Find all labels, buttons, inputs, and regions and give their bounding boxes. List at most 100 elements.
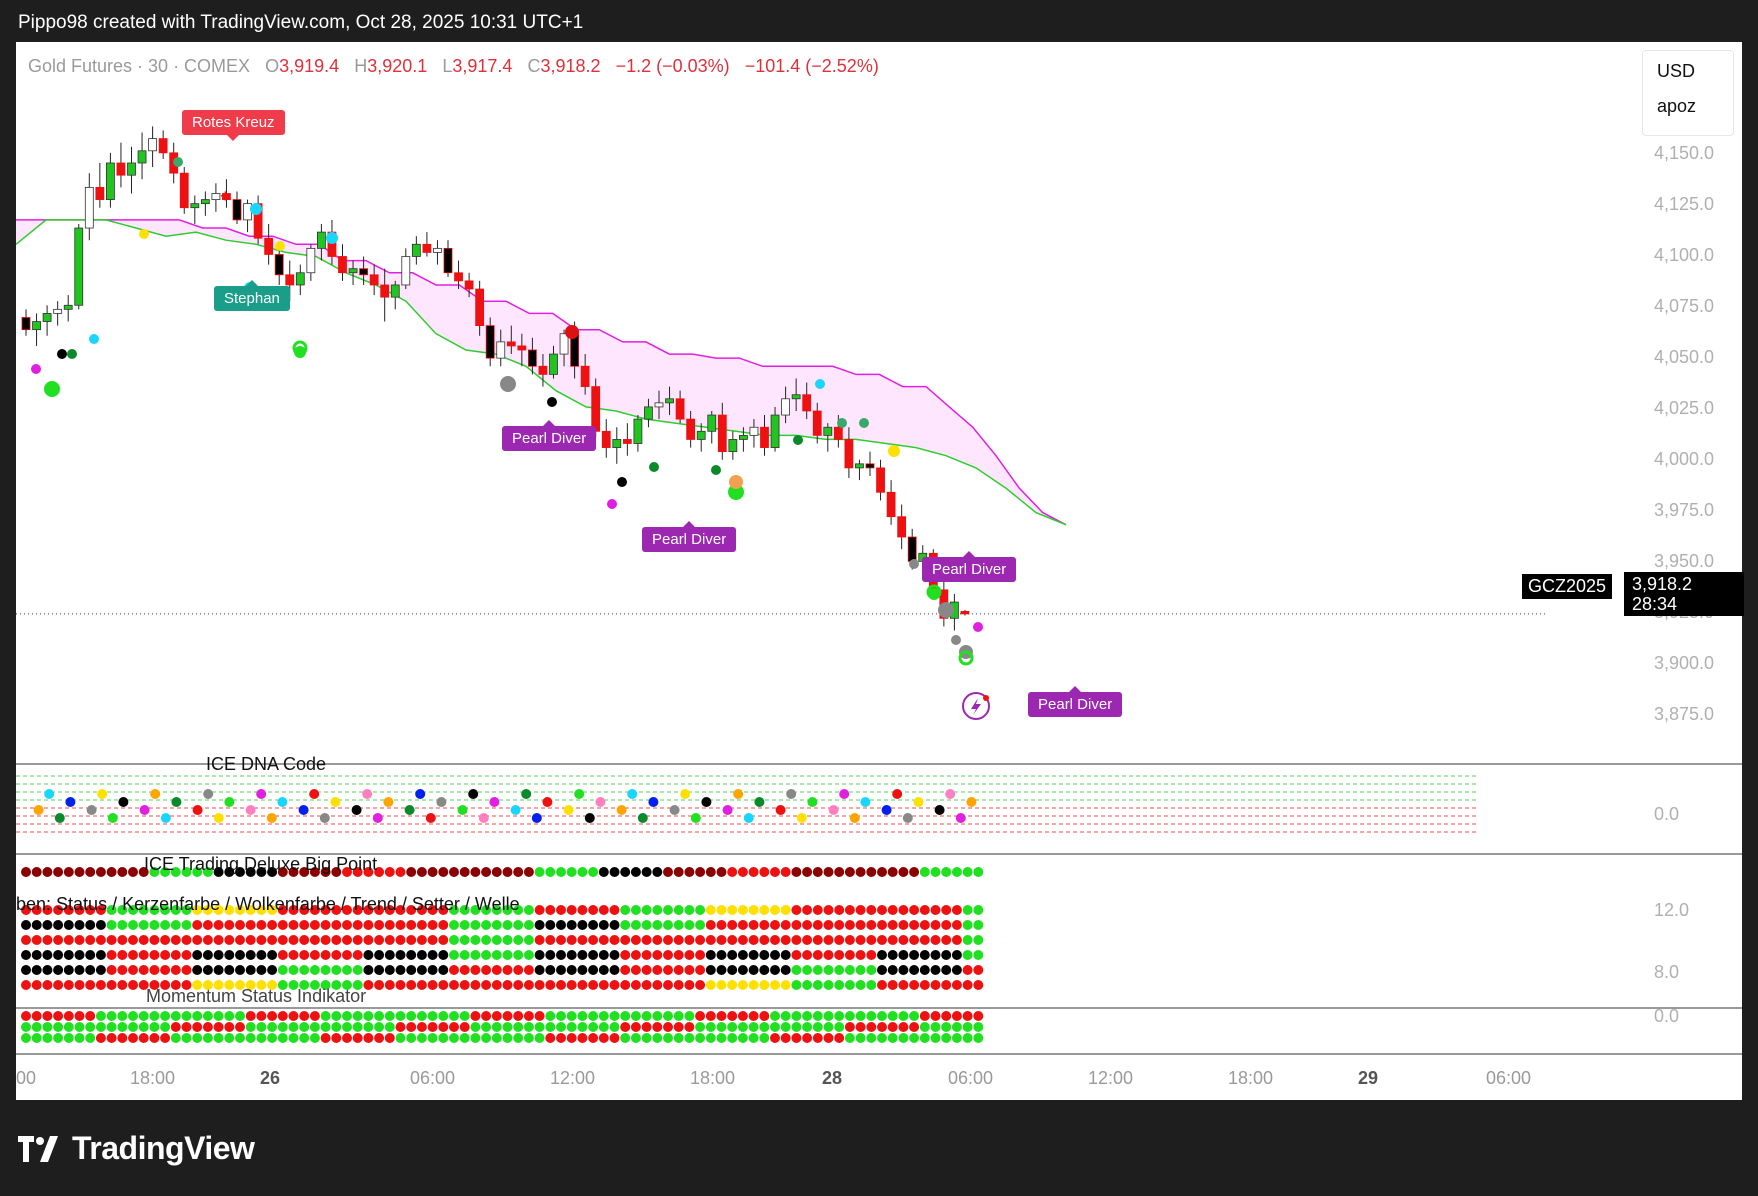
big-point-dot <box>737 867 748 877</box>
momentum-dot <box>416 1033 427 1043</box>
badge-pearl-diver-2: Pearl Diver <box>642 521 737 552</box>
status-dot <box>363 905 374 915</box>
candle-down <box>717 414 727 453</box>
momentum-dot <box>577 1033 588 1043</box>
chart-frame[interactable]: + Gold Futures · 30 · COMEX O3,919.4 H3,… <box>16 42 1742 1100</box>
dna-dot <box>33 805 44 815</box>
time-axis-label: 29 <box>1358 1068 1379 1088</box>
status-dot <box>973 980 984 990</box>
momentum-dot <box>406 1022 417 1032</box>
momentum-dot <box>481 1011 492 1021</box>
candle-down <box>960 611 970 615</box>
currency-label[interactable]: USD <box>1657 61 1696 81</box>
status-dot <box>588 980 599 990</box>
status-dot <box>630 920 641 930</box>
candle-up <box>401 256 411 286</box>
status-dot <box>406 980 417 990</box>
badge-rotes-kreuz: Rotes Kreuz <box>182 110 285 141</box>
momentum-dot <box>941 1033 952 1043</box>
status-dot <box>919 935 930 945</box>
status-dot <box>930 950 941 960</box>
big-point-dot <box>598 867 609 877</box>
momentum-dot <box>459 1022 470 1032</box>
scale-mode-label[interactable]: apoz <box>1657 96 1697 116</box>
status-dot <box>459 935 470 945</box>
status-dot <box>684 965 695 975</box>
status-dot <box>491 965 502 975</box>
status-dot <box>277 935 288 945</box>
dna-dot <box>680 789 691 799</box>
currency-box[interactable]: USD apoz <box>1642 50 1734 136</box>
status-dot <box>909 920 920 930</box>
status-dot <box>63 950 74 960</box>
candle-down <box>464 280 474 290</box>
status-dot <box>117 950 128 960</box>
momentum-dot <box>812 1033 823 1043</box>
signal-dot <box>859 418 869 428</box>
status-dot <box>834 920 845 930</box>
status-dot <box>117 905 128 915</box>
status-dot <box>513 920 524 930</box>
momentum-dot <box>128 1011 138 1021</box>
status-dot <box>716 905 727 915</box>
status-dot <box>181 905 192 915</box>
status-dot <box>288 920 299 930</box>
legend-symbol[interactable]: Gold Futures · 30 · COMEX <box>28 56 251 76</box>
candle-down <box>274 254 284 276</box>
momentum-dot <box>384 1033 395 1043</box>
status-dot <box>117 980 128 990</box>
big-point-dot <box>106 867 117 877</box>
status-dot <box>877 950 887 960</box>
status-dot <box>770 965 780 975</box>
status-dot <box>363 935 374 945</box>
candle-down <box>285 274 295 286</box>
status-dot <box>160 950 171 960</box>
status-dot <box>802 965 813 975</box>
status-dot <box>53 920 64 930</box>
momentum-dot <box>791 1022 802 1032</box>
momentum-dot <box>545 1022 556 1032</box>
status-dot <box>791 965 802 975</box>
status-dot <box>427 905 438 915</box>
status-dot <box>395 935 406 945</box>
momentum-dot <box>855 1033 866 1043</box>
status-dot <box>406 935 417 945</box>
status-dot <box>491 950 502 960</box>
status-dot <box>588 905 599 915</box>
status-dot <box>235 950 245 960</box>
big-point-dot <box>588 867 599 877</box>
status-dot <box>481 935 492 945</box>
status-dot <box>930 965 941 975</box>
big-point-dot <box>695 867 706 877</box>
big-point-dot <box>181 867 192 877</box>
status-dot <box>598 920 609 930</box>
status-dot <box>812 965 823 975</box>
big-point-dot <box>791 867 802 877</box>
tradingview-logo[interactable]: TradingView <box>18 1130 255 1167</box>
status-dot <box>245 920 256 930</box>
dna-dot <box>955 813 966 823</box>
momentum-dot <box>106 1011 117 1021</box>
status-dot <box>192 920 203 930</box>
status-dot <box>791 935 802 945</box>
status-dot <box>866 965 877 975</box>
status-dot <box>384 920 395 930</box>
status-dot <box>598 980 609 990</box>
status-dot <box>855 935 866 945</box>
momentum-dot <box>523 1033 534 1043</box>
big-point-dot <box>844 867 855 877</box>
momentum-dot <box>919 1033 930 1043</box>
momentum-dot <box>117 1011 128 1021</box>
candle-down <box>338 256 347 274</box>
status-dot <box>181 965 192 975</box>
momentum-dot <box>395 1022 406 1032</box>
chart-canvas[interactable]: + <box>16 42 1742 1100</box>
momentum-dot <box>331 1033 342 1043</box>
momentum-dot <box>663 1033 673 1043</box>
dna-dot <box>118 797 129 807</box>
dna-dot <box>372 813 383 823</box>
badge-pearl-diver-1: Pearl Diver <box>502 420 597 451</box>
status-dot <box>770 950 780 960</box>
status-dot <box>74 905 85 915</box>
status-dot <box>331 905 342 915</box>
